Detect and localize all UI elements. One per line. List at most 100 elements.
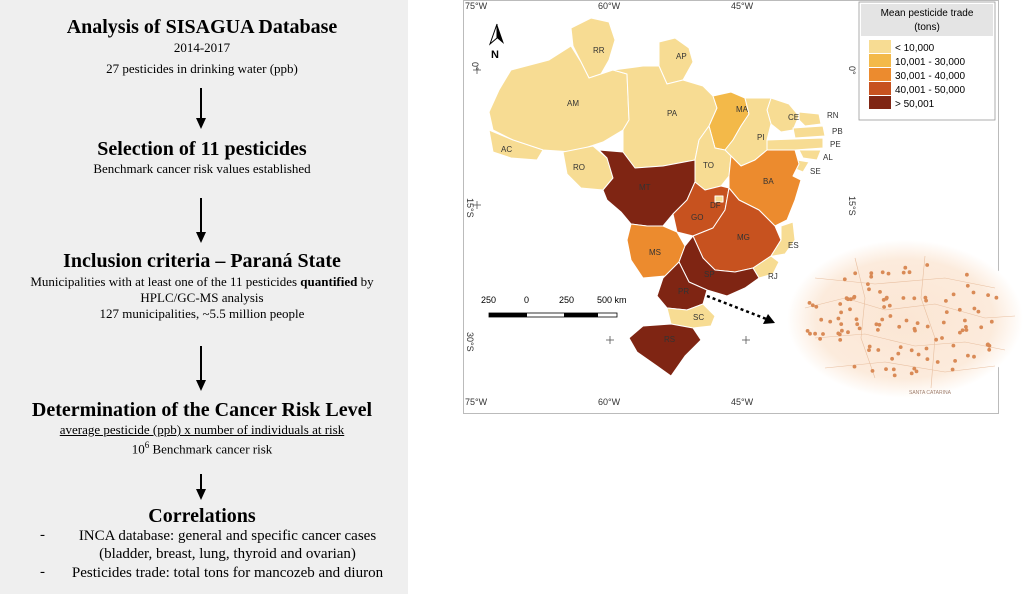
label-ba: BA — [763, 177, 774, 186]
coord-right-15s: 15°S — [847, 196, 857, 216]
legend-label-2: 10,001 - 30,000 — [895, 57, 965, 68]
arrow-down-icon — [196, 346, 206, 391]
municipality-dot — [972, 306, 977, 311]
municipality-dot — [912, 366, 917, 371]
legend-swatch-3 — [869, 68, 891, 81]
step3-title: Inclusion criteria – Paraná State — [63, 250, 341, 272]
label-pe: PE — [830, 140, 841, 149]
municipality-dot — [909, 348, 914, 353]
coord-bot-60w: 60°W — [598, 397, 621, 407]
legend-swatch-5 — [869, 96, 891, 109]
municipality-dot — [907, 270, 912, 275]
municipality-dot — [876, 328, 880, 332]
municipality-dot — [844, 296, 849, 301]
label-to: TO — [703, 161, 714, 170]
municipality-dot — [976, 309, 981, 314]
label-es: ES — [788, 241, 799, 250]
municipality-dot — [887, 303, 892, 308]
label-sc: SC — [693, 313, 704, 322]
municipality-dot — [838, 302, 843, 306]
state-pe — [766, 137, 824, 151]
municipality-dot — [810, 303, 815, 308]
municipality-dot — [966, 353, 970, 358]
municipality-dot — [901, 296, 906, 300]
state-pb — [792, 125, 826, 139]
map-legend: Mean pesticide trade (tons) < 10,000 10,… — [858, 1, 996, 121]
municipality-dot — [837, 332, 842, 337]
coord-left-15s: 15°S — [465, 198, 475, 218]
label-mt: MT — [639, 183, 651, 192]
legend-title: Mean pesticide trade — [881, 8, 974, 19]
municipality-dot — [941, 320, 946, 325]
municipality-dot — [915, 321, 920, 325]
svg-text:250: 250 — [481, 295, 496, 305]
label-se: SE — [810, 167, 821, 176]
municipality-dot — [848, 297, 853, 302]
municipality-dot — [888, 314, 893, 318]
label-ac: AC — [501, 145, 512, 154]
correlation-inca: INCA database: general and specific canc… — [78, 528, 377, 544]
legend-label-4: 40,001 - 50,000 — [895, 85, 965, 96]
label-pi: PI — [757, 133, 765, 142]
municipality-dot — [963, 318, 967, 323]
municipality-dot — [877, 322, 882, 327]
municipality-dot — [807, 301, 812, 305]
legend-label-5: > 50,001 — [895, 99, 935, 110]
inset-state-label: SANTA CATARINA — [909, 390, 952, 396]
municipality-dot — [916, 352, 921, 357]
municipality-dot — [986, 342, 990, 347]
municipality-dot — [904, 318, 909, 323]
municipality-dot — [925, 263, 930, 267]
municipality-dot — [903, 265, 908, 270]
municipality-dot — [892, 373, 897, 378]
municipality-dot — [839, 310, 843, 315]
municipality-dot — [923, 295, 928, 300]
coord-bot-75w: 75°W — [465, 397, 488, 407]
label-mg: MG — [737, 233, 750, 242]
municipality-dot — [989, 319, 994, 324]
municipality-dot — [896, 351, 901, 356]
step2-title: Selection of 11 pesticides — [97, 138, 307, 160]
municipality-dot — [950, 367, 955, 372]
municipality-dot — [884, 367, 888, 371]
municipality-dot — [940, 336, 944, 340]
municipality-dot — [909, 371, 914, 376]
municipality-dot — [838, 338, 843, 342]
coord-bot-45w: 45°W — [731, 397, 754, 407]
municipality-dot — [876, 348, 881, 352]
municipality-dot — [979, 325, 984, 330]
svg-text:0: 0 — [524, 295, 529, 305]
legend-label-1: < 10,000 — [895, 43, 935, 54]
municipality-dot — [951, 292, 956, 297]
municipality-dot — [853, 271, 858, 276]
municipality-dot — [842, 277, 847, 282]
arrow-down-icon — [196, 88, 206, 129]
state-rn — [798, 111, 822, 127]
step1-desc: 27 pesticides in drinking water (ppb) — [106, 61, 298, 76]
legend-swatch-4 — [869, 82, 891, 95]
legend-unit: (tons) — [914, 22, 940, 33]
arrow-down-icon — [196, 198, 206, 243]
municipality-dot — [944, 310, 949, 314]
coord-left-30s: 30°S — [465, 332, 475, 352]
municipality-dot — [951, 343, 956, 348]
municipality-dot — [912, 326, 917, 331]
municipality-dot — [881, 298, 886, 302]
step3-count: 127 municipalities, ~5.5 million people — [99, 306, 305, 321]
label-am: AM — [567, 99, 579, 108]
coord-right-0: 0° — [847, 66, 857, 75]
coord-top-60w: 60°W — [598, 1, 621, 11]
municipality-dot — [854, 317, 859, 322]
municipality-dot — [874, 322, 879, 327]
label-pb: PB — [832, 127, 843, 136]
legend-label-3: 30,001 - 40,000 — [895, 71, 965, 82]
svg-text:500 km: 500 km — [597, 295, 627, 305]
municipality-dot — [880, 317, 885, 322]
municipality-dot — [964, 325, 968, 329]
municipality-dot — [994, 295, 999, 300]
municipality-dot — [870, 369, 875, 373]
step1-years: 2014-2017 — [173, 40, 231, 55]
municipality-dot — [814, 304, 819, 309]
municipality-dot — [805, 329, 810, 333]
municipality-dot — [971, 290, 976, 295]
